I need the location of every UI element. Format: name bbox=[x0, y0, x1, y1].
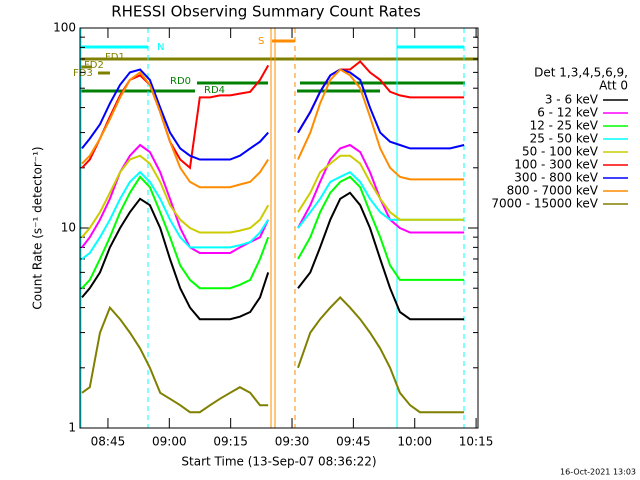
legend-label: 25 - 50 keV bbox=[530, 132, 599, 146]
annotation: FD3 bbox=[73, 68, 93, 79]
x-tick-label: 09:30 bbox=[275, 435, 310, 449]
legend-label: 100 - 300 keV bbox=[514, 158, 598, 172]
legend-label: 12 - 25 keV bbox=[530, 119, 599, 133]
annotation: N bbox=[157, 42, 164, 53]
legend-label: 800 - 7000 keV bbox=[507, 184, 599, 198]
series-line bbox=[81, 175, 465, 290]
x-tick-label: 10:00 bbox=[397, 435, 432, 449]
series-line bbox=[81, 68, 465, 161]
annotation: FD1 bbox=[105, 52, 125, 63]
series-line bbox=[81, 154, 465, 238]
chart-title: RHESSI Observing Summary Count Rates bbox=[111, 3, 421, 21]
y-tick-label: 100 bbox=[53, 21, 76, 35]
y-tick-label: 10 bbox=[61, 221, 76, 235]
annotation: S bbox=[258, 36, 264, 47]
x-tick-label: 09:15 bbox=[213, 435, 248, 449]
legend-label: 6 - 12 keV bbox=[537, 106, 599, 120]
legend-label: 50 - 100 keV bbox=[522, 145, 599, 159]
timestamp: 16-Oct-2021 13:03 bbox=[560, 468, 636, 477]
series-line bbox=[81, 191, 465, 321]
x-tick-label: 09:00 bbox=[152, 435, 187, 449]
annotation: RD4 bbox=[204, 85, 225, 96]
y-axis-label: Count Rate (s⁻¹ detector⁻¹) bbox=[31, 146, 45, 309]
legend-title: Det 1,3,4,5,6,9, bbox=[534, 66, 628, 80]
legend-label: 7000 - 15000 keV bbox=[491, 197, 598, 211]
series-line bbox=[81, 295, 465, 414]
annotation: FD2 bbox=[84, 60, 104, 71]
annotation: RD0 bbox=[170, 76, 191, 87]
legend-title: Att 0 bbox=[599, 79, 628, 93]
x-tick-label: 08:45 bbox=[91, 435, 126, 449]
y-tick-label: 1 bbox=[68, 421, 76, 435]
legend-label: 3 - 6 keV bbox=[545, 93, 599, 107]
series-line bbox=[81, 68, 465, 189]
x-tick-label: 10:15 bbox=[459, 435, 494, 449]
legend-label: 300 - 800 keV bbox=[514, 171, 598, 185]
flag-labels: N S FD1 FD2 FD3 RD0 RD4 bbox=[73, 36, 264, 96]
x-axis-label: Start Time (13-Sep-07 08:36:22) bbox=[181, 455, 376, 469]
x-tick-label: 09:45 bbox=[336, 435, 371, 449]
